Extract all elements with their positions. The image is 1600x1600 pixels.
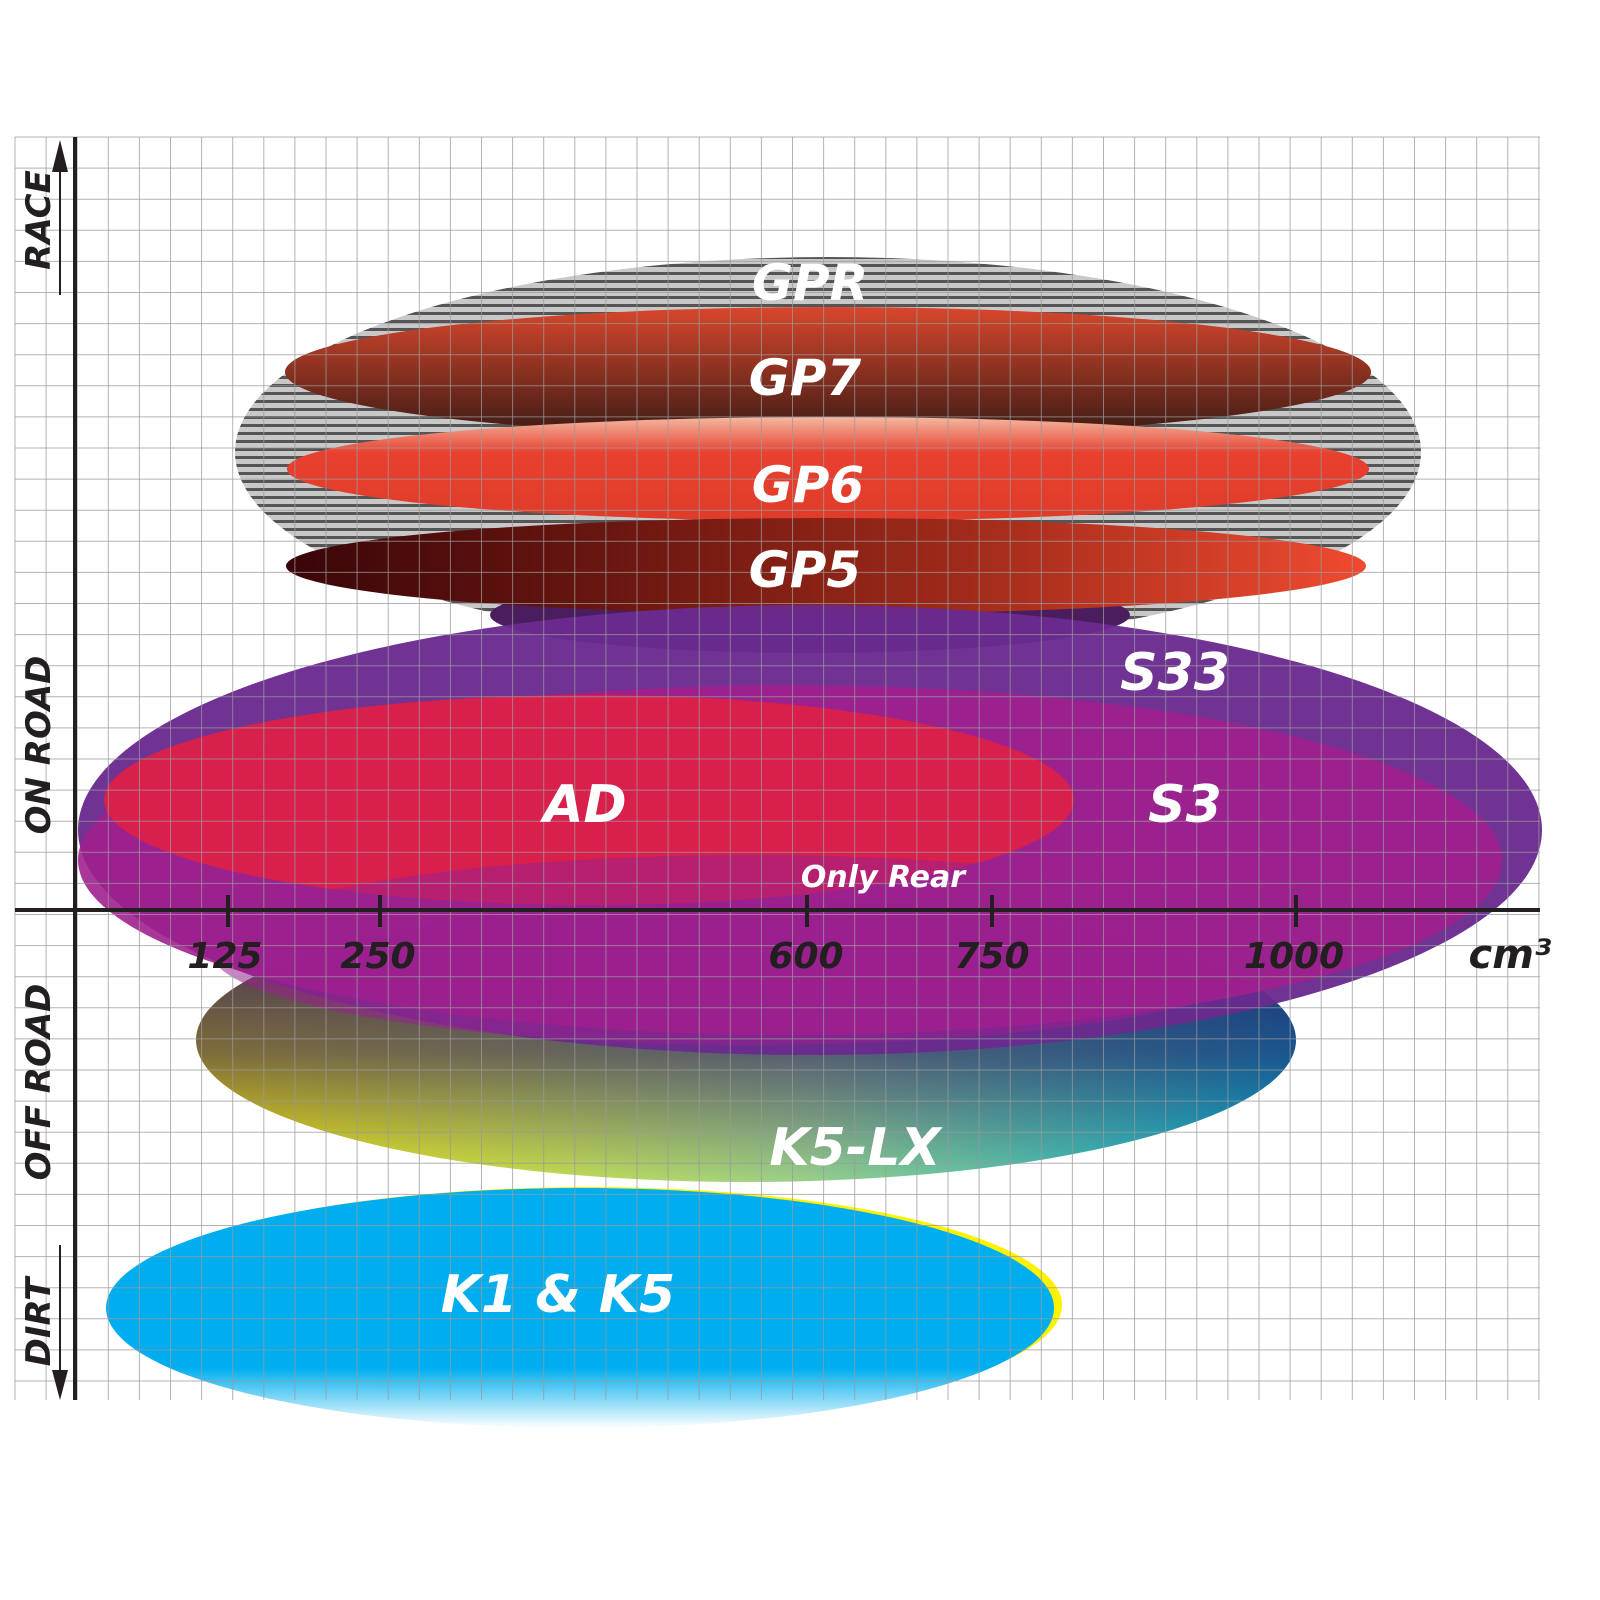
y-label-on-road: ON ROAD	[19, 656, 59, 835]
y-label-race: RACE	[19, 170, 59, 270]
k1k5-ellipse	[106, 1188, 1054, 1428]
label-gp5: GP5	[749, 541, 861, 599]
y-label-off-road: OFF ROAD	[19, 984, 59, 1181]
grid	[14, 136, 1540, 1400]
label-gp7: GP7	[749, 349, 862, 407]
label-gpr: GPR	[752, 254, 868, 312]
x-tick-label-750: 750	[954, 936, 1029, 977]
x-tick-label-1000: 1000	[1244, 936, 1344, 977]
label-s3: S3	[1148, 775, 1222, 835]
label-ad: AD	[539, 775, 626, 835]
label-k5lx: K5-LX	[769, 1118, 943, 1178]
dirt-arrow-icon	[52, 1245, 68, 1400]
x-tick-label-600: 600	[768, 936, 843, 977]
label-only-rear: Only Rear	[801, 860, 967, 895]
gp5-ellipse	[286, 518, 1366, 614]
only-rear-ellipse	[210, 855, 1290, 1045]
x-unit-label: cm³	[1469, 932, 1552, 978]
label-gp6: GP6	[752, 456, 864, 514]
x-tick-label-250: 250	[340, 936, 415, 977]
label-s33: S33	[1120, 643, 1230, 703]
label-k1k5: K1 & K5	[441, 1265, 676, 1325]
x-tick-label-125: 125	[187, 936, 262, 977]
race-arrow-icon	[52, 140, 68, 295]
gp6-ellipse	[287, 417, 1369, 521]
gp7-ellipse	[285, 307, 1371, 437]
y-label-dirt: DIRT	[19, 1275, 59, 1367]
